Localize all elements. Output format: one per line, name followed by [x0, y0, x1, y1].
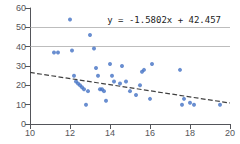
- svg-text:20: 20: [225, 128, 235, 138]
- svg-text:40: 40: [16, 42, 26, 52]
- svg-text:14: 14: [105, 128, 115, 138]
- svg-text:10: 10: [16, 100, 26, 110]
- svg-text:18: 18: [185, 128, 195, 138]
- svg-text:60: 60: [16, 3, 26, 13]
- svg-text:30: 30: [16, 61, 26, 71]
- svg-text:20: 20: [16, 80, 26, 90]
- svg-text:0: 0: [21, 119, 26, 129]
- svg-text:10: 10: [25, 128, 35, 138]
- svg-text:y = -1.5802x + 42.457: y = -1.5802x + 42.457: [107, 15, 221, 25]
- svg-text:12: 12: [65, 128, 75, 138]
- svg-text:50: 50: [16, 22, 26, 32]
- svg-text:16: 16: [145, 128, 155, 138]
